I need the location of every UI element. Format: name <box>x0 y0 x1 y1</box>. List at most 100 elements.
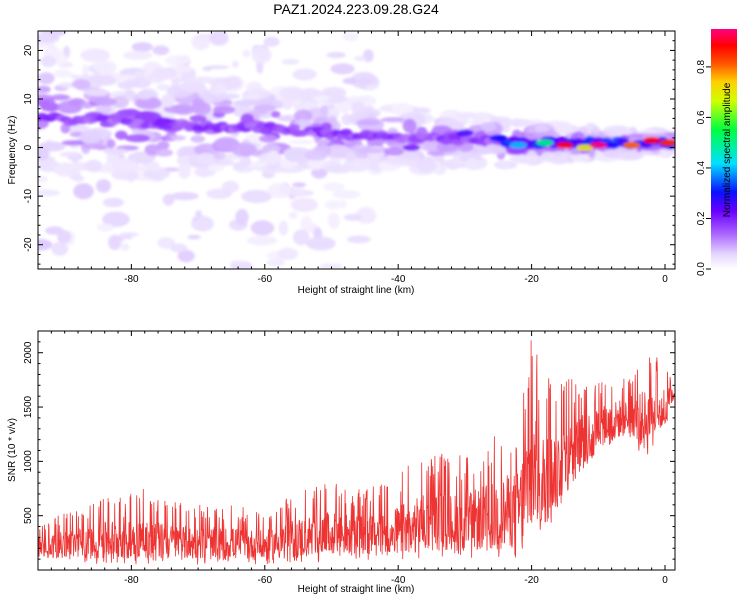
spectrogram-blob <box>260 128 273 135</box>
spectrogram-blob <box>330 63 355 75</box>
spectrogram-blob <box>195 210 203 218</box>
spectrogram-blob <box>216 93 241 99</box>
spectrogram-blob <box>73 183 94 200</box>
spectrogram-blob <box>270 111 281 118</box>
spectrogram-blob <box>58 82 76 89</box>
spectrogram-blob <box>643 136 661 144</box>
spectrogram-blob <box>157 237 176 249</box>
spectrogram-blob <box>292 182 306 188</box>
snr-x-tick-label: 0 <box>662 575 668 586</box>
spectrogram-blob <box>278 220 289 236</box>
spectrogram-blob <box>622 141 641 149</box>
snr-y-tick-label: 500 <box>23 507 34 524</box>
colorbar-gradient <box>711 29 737 269</box>
spectrogram-blob <box>70 74 80 80</box>
spectrogram-blob <box>56 53 68 66</box>
spectrogram-blob <box>38 189 61 197</box>
spectrogram-blob <box>226 76 242 89</box>
spectrogram-blob <box>80 48 110 63</box>
spectrogram-blob <box>589 141 607 149</box>
spectrogram-blob <box>124 89 136 101</box>
spectrogram-blob <box>164 55 191 66</box>
spectrogram-blob <box>61 140 85 146</box>
spectrogram-blob <box>418 165 432 173</box>
spectrogram-y-tick-label: 20 <box>23 44 34 56</box>
spectrogram-blob <box>293 229 310 246</box>
spectrogram-blob <box>122 50 153 60</box>
spectrogram-blob <box>541 151 555 163</box>
spectrogram-blob <box>102 148 130 155</box>
snr-x-ticks: -80 -60 -40 -20 0 <box>37 331 668 586</box>
spectrogram-blob <box>357 78 374 85</box>
colorbar-tick-label: 0.4 <box>696 161 707 175</box>
spectrogram-blob <box>57 100 83 114</box>
spectrogram-blob <box>131 42 153 52</box>
spectrogram-blob <box>659 139 675 147</box>
spectrogram-blob <box>556 141 574 149</box>
spectrogram-blob <box>79 129 102 144</box>
spectrogram-blob <box>53 162 81 177</box>
spectrogram-blob <box>327 212 340 229</box>
spectrogram-blob <box>38 96 56 109</box>
spectrogram-blob <box>248 161 269 168</box>
snr-y-axis-title: SNR (10 * v/v) <box>7 418 18 482</box>
spectrogram-blob <box>179 80 206 93</box>
spectrogram-blob <box>355 147 385 154</box>
spectrogram-blob <box>213 152 226 160</box>
snr-x-tick-label: -80 <box>124 575 139 586</box>
spectrogram-blob <box>242 49 251 58</box>
spectrogram-blob <box>289 129 307 137</box>
spectrogram-blob <box>38 175 48 183</box>
spectrogram-blob <box>111 170 140 181</box>
spectrogram-blob <box>152 45 170 56</box>
spectrogram-blob <box>106 139 116 149</box>
spectrogram-image <box>38 31 675 269</box>
colorbar-tick-label: 0.2 <box>696 211 707 225</box>
spectrogram-blob <box>243 92 261 101</box>
spectrogram-blob <box>536 139 554 147</box>
spectrogram-blob <box>343 213 362 221</box>
spectrogram-blob <box>108 234 122 251</box>
spectrogram-blob <box>95 179 112 193</box>
spectrogram-blob <box>232 161 247 170</box>
spectrogram-blob <box>266 259 285 267</box>
spectrogram-blob <box>72 174 85 182</box>
spectrogram-blob <box>455 111 477 119</box>
spectrogram-blob <box>96 223 115 232</box>
spectrogram-blob <box>202 66 213 72</box>
colorbar-tick-label: 0.6 <box>696 110 707 124</box>
snr-x-tick-label: -60 <box>258 575 273 586</box>
spectrogram-blob <box>136 90 153 100</box>
spectrogram-blob <box>383 147 404 156</box>
spectrogram-y-tick-label: -20 <box>23 237 34 252</box>
spectrogram-blob <box>485 143 507 155</box>
spectrogram-blob <box>554 124 575 135</box>
snr-y-tick-label: 1000 <box>23 450 34 473</box>
spectrogram-blob <box>339 200 347 209</box>
spectrogram-blob <box>266 150 281 165</box>
spectrogram-blob <box>319 105 329 116</box>
spectrogram-blob <box>106 152 120 163</box>
spectrogram-blob <box>342 77 358 85</box>
spectrogram-panel: -80 -60 -40 -20 0 -20 -10 0 10 20 Height of stra… <box>7 30 676 296</box>
spectrogram-blob <box>84 88 109 97</box>
spectrogram-y-tick-label: -10 <box>23 188 34 203</box>
colorbar-title: Normalized spectral amplitude <box>722 82 733 217</box>
spectrogram-blob <box>42 48 57 54</box>
spectrogram-blob <box>290 197 318 213</box>
snr-panel: -80 -60 -40 -20 0 500 1000 1500 2000 Height of … <box>7 330 676 595</box>
spectrogram-x-tick-label: -80 <box>124 274 139 285</box>
colorbar: 0.0 0.2 0.4 0.6 0.8 Normalized spectral ampl… <box>696 29 737 276</box>
spectrogram-x-axis-title: Height of straight line (km) <box>298 285 415 296</box>
spectrogram-blob <box>50 94 71 101</box>
spectrogram-blob <box>412 107 431 114</box>
spectrogram-blob <box>139 165 164 171</box>
spectrogram-blob <box>212 105 236 114</box>
spectrogram-blob <box>332 190 361 199</box>
spectrogram-blob <box>287 139 315 144</box>
spectrogram-blob <box>189 115 207 122</box>
spectrogram-blob <box>288 211 298 219</box>
spectrogram-blob <box>191 33 211 51</box>
spectrogram-blob <box>253 104 277 112</box>
